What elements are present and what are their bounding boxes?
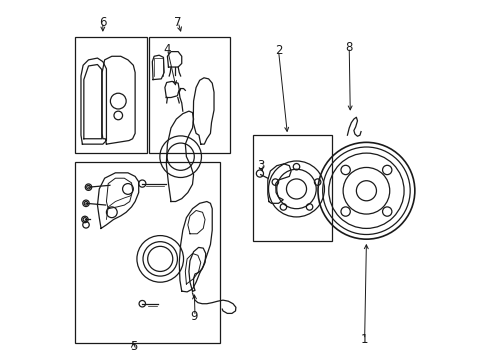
Text: 7: 7 [174,16,182,29]
Text: 2: 2 [274,44,282,57]
Text: 3: 3 [256,159,264,172]
Circle shape [86,185,90,189]
Circle shape [84,202,88,205]
Text: 6: 6 [99,16,106,29]
Bar [253,135,332,241]
Text: 4: 4 [163,42,171,55]
Circle shape [83,218,86,221]
Text: 5: 5 [129,340,137,353]
Bar [75,162,220,343]
Text: 9: 9 [190,310,198,323]
Text: 1: 1 [360,333,367,346]
Bar [149,37,230,153]
Bar [75,37,146,153]
Text: 8: 8 [344,41,351,54]
